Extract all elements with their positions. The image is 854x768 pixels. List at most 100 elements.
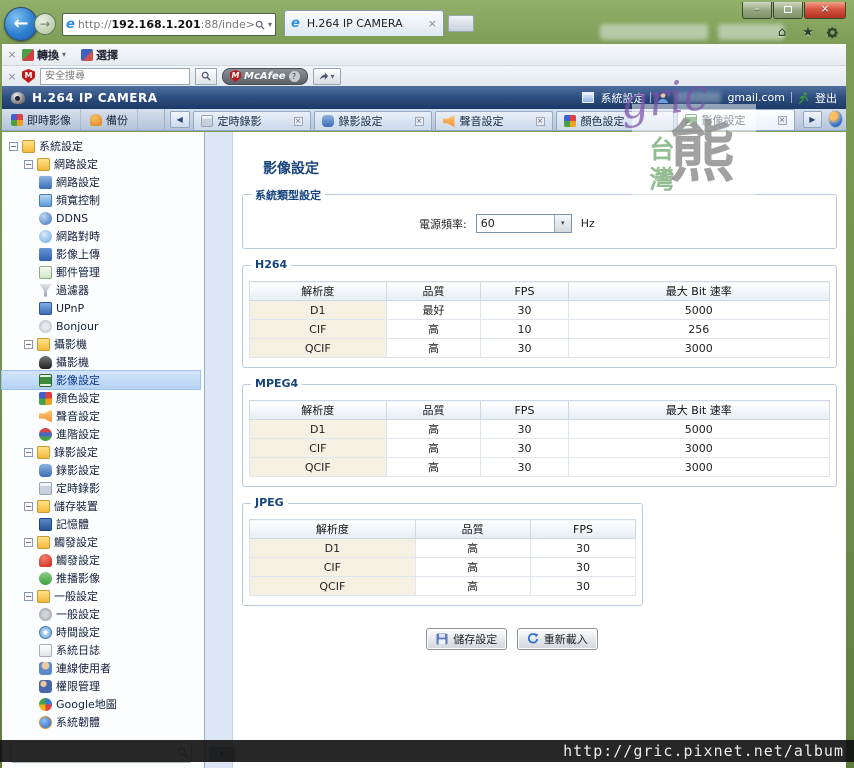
power-frequency-select[interactable]: 60 ▾ — [475, 214, 572, 233]
back-button[interactable]: ← — [4, 7, 38, 41]
close-tab-icon[interactable]: × — [535, 116, 545, 126]
tree-item-顏色設定[interactable]: 顏色設定 — [2, 389, 204, 407]
logout-link[interactable]: 登出 — [815, 91, 837, 105]
share-button[interactable]: ▾ — [312, 67, 341, 85]
mcafee-button[interactable]: M McAfee ? — [222, 67, 308, 85]
reload-button[interactable]: 重新載入 — [516, 628, 598, 650]
help-icon[interactable] — [829, 111, 843, 127]
convert-menu[interactable]: 轉換 ▾ — [22, 47, 66, 63]
settings-gear-icon[interactable] — [826, 26, 842, 39]
tree-item-一般設定[interactable]: 一般設定 — [2, 605, 204, 623]
tree-item-定時錄影[interactable]: 定時錄影 — [2, 479, 204, 497]
tree-item-權限管理[interactable]: 權限管理 — [2, 677, 204, 695]
tree-item-影像上傳[interactable]: 影像上傳 — [2, 245, 204, 263]
tree-item-記憶體[interactable]: 記憶體 — [2, 515, 204, 533]
new-tab-button[interactable] — [448, 15, 474, 32]
search-button[interactable] — [195, 67, 217, 85]
collapse-icon[interactable]: − — [9, 141, 18, 151]
tab-影像設定[interactable]: 影像設定 × — [676, 109, 795, 130]
scroll-tabs-right-button[interactable]: ▶ — [802, 111, 823, 128]
close-tab-icon[interactable]: × — [414, 116, 424, 126]
scroll-tabs-left-button[interactable]: ◀ — [169, 111, 190, 128]
schedule-icon — [200, 115, 213, 127]
tree-item-時間設定[interactable]: 時間設定 — [2, 623, 204, 641]
tree-item-攝影機[interactable]: 攝影機 — [2, 353, 204, 371]
secure-search-input[interactable] — [40, 67, 190, 85]
tab-定時錄影[interactable]: 定時錄影 × — [192, 111, 311, 130]
tab-聲音設定[interactable]: 聲音設定 × — [434, 111, 553, 130]
tree-item-影像設定[interactable]: 影像設定 — [1, 370, 201, 390]
close-tab-icon[interactable]: × — [293, 116, 303, 126]
tree-item-觸發設定[interactable]: 觸發設定 — [2, 551, 204, 569]
collapse-icon[interactable]: − — [24, 159, 33, 169]
tree-item-Google地圖[interactable]: Google地圖 — [2, 695, 204, 713]
save-icon — [436, 633, 448, 645]
tree-item-UPnP[interactable]: UPnP — [2, 299, 204, 317]
tree-item-系統韌體[interactable]: 系統韌體 — [2, 713, 204, 731]
filter-icon — [39, 283, 52, 297]
collapse-icon[interactable]: − — [24, 447, 33, 457]
forward-button[interactable]: → — [34, 13, 56, 35]
tree-item-郵件管理[interactable]: 郵件管理 — [2, 263, 204, 281]
tree-item-錄影設定[interactable]: 錄影設定 — [2, 461, 204, 479]
tab-顏色設定[interactable]: 顏色設定 — [555, 111, 674, 130]
maximize-button[interactable] — [773, 2, 803, 19]
column-header: FPS — [529, 519, 637, 539]
tree-item-進階設定[interactable]: 進階設定 — [2, 425, 204, 443]
close-toolbar-icon[interactable]: × — [7, 69, 17, 83]
tree-item-頻寬控制[interactable]: 頻寬控制 — [2, 191, 204, 209]
tree-item-過濾器[interactable]: 過濾器 — [2, 281, 204, 299]
collapse-icon[interactable]: − — [24, 537, 33, 547]
tree-item-攝影機[interactable]: − 攝影機 — [24, 337, 87, 351]
address-bar[interactable]: e http://192.168.1.201:88/inde> ▾ ▤ ↻ — [62, 13, 276, 36]
mcafee-shield-icon: M — [22, 69, 35, 83]
tab-live-video[interactable]: 即時影像 — [2, 109, 81, 130]
table-cell: CIF — [249, 438, 387, 458]
chevron-down-icon[interactable]: ▾ — [268, 20, 273, 29]
collapse-icon[interactable]: − — [24, 501, 33, 511]
chevron-down-icon: ▾ — [62, 50, 67, 59]
minimize-button[interactable]: – — [742, 2, 772, 19]
tree-item-錄影設定[interactable]: − 錄影設定 — [24, 445, 98, 459]
favorites-star-icon[interactable]: ★ — [802, 25, 814, 40]
close-tab-icon[interactable]: × — [427, 17, 437, 30]
tree-item-觸發設定[interactable]: − 觸發設定 — [24, 535, 98, 549]
browser-tab[interactable]: e H.264 IP CAMERA × — [284, 10, 444, 36]
tab-錄影設定[interactable]: 錄影設定 × — [313, 111, 432, 130]
save-settings-button[interactable]: 儲存設定 — [426, 628, 508, 650]
table-cell: 30 — [480, 438, 569, 458]
tree-item-聲音設定[interactable]: 聲音設定 — [2, 407, 204, 425]
record-icon — [321, 115, 334, 127]
tree-item-一般設定[interactable]: − 一般設定 — [24, 589, 98, 603]
system-settings-link[interactable]: 系統設定 — [600, 91, 645, 105]
tree-item-推播影像[interactable]: 推播影像 — [2, 569, 204, 587]
close-window-button[interactable]: × — [804, 2, 846, 19]
tree-item-儲存裝置[interactable]: − 儲存裝置 — [24, 499, 98, 513]
chevron-down-icon: ▾ — [553, 215, 571, 232]
folder-icon — [37, 445, 50, 459]
mail-icon — [39, 265, 52, 279]
tree-item-連線使用者[interactable]: 連線使用者 — [2, 659, 204, 677]
select-icon — [81, 48, 94, 61]
collapse-icon[interactable]: − — [24, 339, 33, 349]
tree-item-系統日誌[interactable]: 系統日誌 — [2, 641, 204, 659]
tree-item-網路設定[interactable]: 網路設定 — [2, 173, 204, 191]
table-cell: 高 — [385, 457, 482, 477]
tree-item-Bonjour[interactable]: Bonjour — [2, 317, 204, 335]
tree-item-DDNS[interactable]: DDNS — [2, 209, 204, 227]
tree-item-網路對時[interactable]: 網路對時 — [2, 227, 204, 245]
select-menu[interactable]: 選擇 — [81, 47, 118, 63]
tree-item-系統設定[interactable]: − 系統設定 — [9, 139, 83, 153]
table-cell: QCIF — [249, 576, 416, 596]
tab-backup[interactable]: 備份 — [81, 109, 138, 130]
home-icon[interactable]: ⌂ — [777, 25, 787, 40]
codec-table-MPEG4: 解析度 品質 FPS 最大 Bit 速率 D1 高 30 5000 CIF 高 30 3000 QCIF… — [249, 400, 830, 477]
close-tab-icon[interactable]: × — [777, 115, 787, 125]
tree-item-網路設定[interactable]: − 網路設定 — [24, 157, 98, 171]
collapse-icon[interactable]: − — [24, 591, 33, 601]
search-icon[interactable] — [255, 20, 265, 30]
folder-icon — [37, 589, 50, 603]
table-cell: CIF — [249, 557, 416, 577]
close-toolbar-icon[interactable]: × — [7, 48, 17, 61]
compatibility-icon[interactable]: ▤ — [275, 18, 276, 31]
